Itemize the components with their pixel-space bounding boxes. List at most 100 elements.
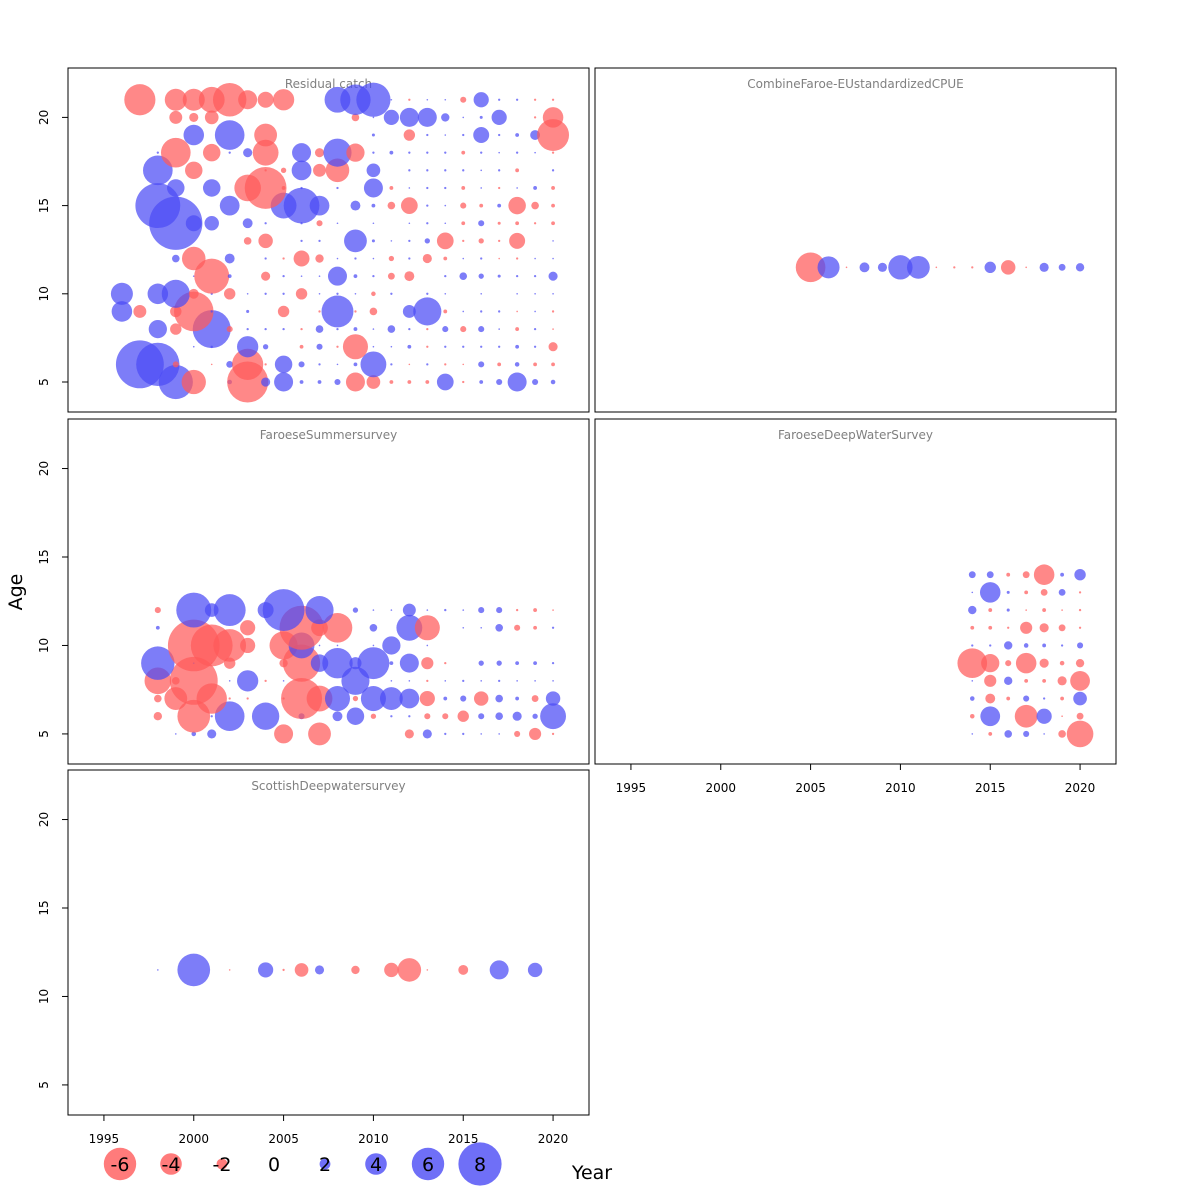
- residual-bubble: [1060, 572, 1065, 577]
- residual-bubble: [426, 345, 429, 348]
- residual-bubble: [277, 305, 290, 318]
- legend-label: 8: [474, 1154, 486, 1176]
- residual-bubble: [515, 221, 520, 226]
- residual-bubble: [240, 637, 256, 654]
- residual-bubble: [336, 292, 339, 295]
- residual-bubble: [110, 282, 133, 305]
- residual-bubble: [444, 134, 447, 136]
- residual-bubble: [515, 661, 520, 666]
- residual-bubble: [371, 291, 376, 297]
- residual-bubble: [322, 612, 353, 643]
- residual-bubble: [317, 380, 322, 384]
- residual-bubble: [316, 220, 323, 227]
- residual-bubble: [859, 262, 870, 273]
- residual-bubble: [336, 363, 339, 366]
- x-tick-label: 2020: [1065, 781, 1096, 795]
- residual-bubble: [548, 342, 558, 352]
- residual-bubble: [551, 221, 555, 226]
- residual-bubble: [1015, 652, 1037, 674]
- residual-bubble: [1040, 588, 1048, 596]
- x-tick-label: 2015: [975, 781, 1006, 795]
- residual-bubble: [387, 272, 395, 280]
- y-tick-label: 20: [37, 461, 51, 476]
- residual-bubble: [210, 715, 213, 718]
- residual-bubble: [357, 647, 390, 680]
- residual-bubble: [171, 254, 180, 263]
- residual-bubble: [489, 960, 509, 980]
- residual-bubble: [389, 380, 394, 384]
- residual-bubble: [371, 133, 375, 137]
- residual-bubble: [444, 98, 447, 101]
- residual-bubble: [877, 262, 888, 272]
- residual-bubble: [498, 679, 501, 682]
- residual-bubble: [192, 345, 195, 348]
- residual-bubble: [272, 89, 295, 111]
- residual-bubble: [533, 661, 538, 666]
- residual-bubble: [353, 362, 358, 367]
- legend-bubble: [103, 1147, 137, 1181]
- residual-bubble: [228, 151, 231, 154]
- x-tick-label: 2010: [358, 1132, 389, 1146]
- panel-frame: [594, 67, 1117, 413]
- residual-bubble: [232, 348, 264, 380]
- residual-bubble: [408, 222, 411, 225]
- residual-bubble: [478, 713, 485, 720]
- x-tick-label: 1995: [616, 781, 647, 795]
- residual-bubble: [516, 187, 518, 189]
- residual-bubble: [444, 680, 447, 682]
- residual-bubble: [533, 222, 537, 225]
- residual-bubble: [354, 310, 357, 313]
- residual-bubble: [389, 186, 394, 190]
- residual-bubble: [817, 256, 840, 279]
- residual-bubble: [551, 732, 555, 736]
- residual-bubble: [282, 257, 285, 260]
- residual-bubble: [366, 375, 381, 389]
- residual-bubble: [372, 222, 375, 225]
- residual-bubble: [321, 295, 354, 328]
- residual-bubble: [336, 345, 339, 348]
- residual-bubble: [1039, 262, 1049, 272]
- residual-bubble: [399, 653, 419, 673]
- residual-bubble: [300, 239, 303, 243]
- residual-bubble: [124, 84, 156, 116]
- residual-bubble: [351, 113, 360, 122]
- residual-bubble: [157, 969, 159, 971]
- residual-bubble: [542, 107, 564, 128]
- residual-bubble: [402, 603, 416, 617]
- residual-bubble: [527, 962, 543, 978]
- residual-bubble: [424, 713, 431, 720]
- residual-bubble: [426, 644, 429, 647]
- residual-bubble: [224, 253, 235, 264]
- residual-bubble: [473, 127, 490, 144]
- residual-bubble: [314, 148, 325, 158]
- residual-bubble: [462, 133, 465, 137]
- residual-bubble: [237, 670, 259, 692]
- residual-bubble: [352, 607, 359, 613]
- residual-bubble: [461, 150, 466, 155]
- residual-bubble: [1014, 704, 1038, 728]
- residual-bubble: [480, 169, 483, 172]
- residual-bubble: [318, 293, 321, 295]
- residual-bubble: [533, 362, 538, 367]
- residual-bubble: [246, 293, 249, 295]
- residual-bubble: [935, 266, 938, 269]
- residual-bubble: [1060, 696, 1065, 701]
- residual-bubble: [426, 204, 429, 207]
- residual-bubble: [444, 363, 447, 366]
- residual-bubble: [458, 964, 469, 975]
- panel-frame: [67, 769, 590, 1116]
- residual-bubble: [534, 293, 536, 295]
- residual-bubble: [426, 327, 429, 331]
- residual-bubble: [169, 110, 183, 124]
- residual-bubble: [293, 250, 310, 267]
- residual-bubble: [351, 965, 360, 975]
- residual-bubble: [399, 107, 419, 127]
- residual-bubble: [382, 636, 401, 655]
- residual-bubble: [169, 656, 218, 705]
- residual-bubble: [462, 732, 465, 736]
- residual-bubble: [426, 186, 429, 190]
- residual-bubble: [426, 169, 429, 172]
- residual-bubble: [552, 609, 554, 611]
- y-tick-label: 5: [37, 378, 51, 386]
- y-tick-label: 10: [37, 638, 51, 653]
